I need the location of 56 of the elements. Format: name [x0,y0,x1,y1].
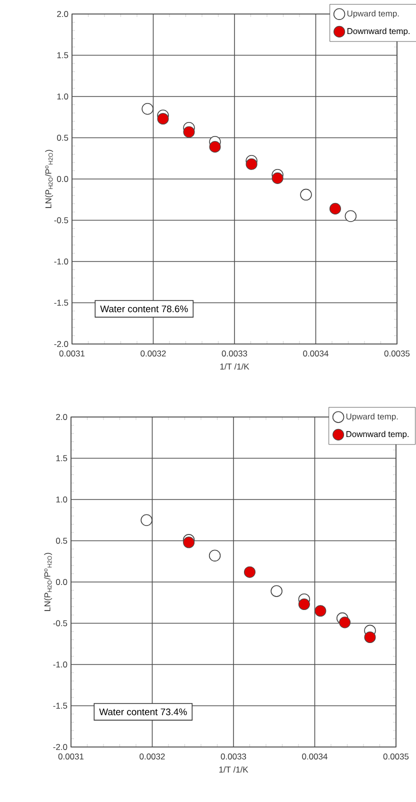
point [244,566,256,578]
legend-label: Downward temp. [347,28,410,36]
y-tick-label: 1.5 [57,52,68,58]
y-tick-label: 1.5 [56,455,67,462]
legend-label: Downward temp. [346,430,408,439]
y-tick-label: -1.0 [54,258,68,264]
y-tick-label: 2.0 [56,11,68,17]
annotation: Water content 73.4% [98,708,187,716]
point [364,631,376,644]
y-tick-label: -2.0 [54,341,68,347]
x-tick-label: 0.0031 [58,754,84,760]
point [140,514,152,526]
point [344,210,356,222]
point [272,172,284,184]
y-tick-label: 0.5 [56,538,67,544]
point [300,188,312,201]
x-axis-title: 1/T /1/K [220,363,249,370]
point [270,585,282,597]
y-axis-title: LN(P$_{H2O}$/P$^{o}$$_{H2O}$) [44,552,52,611]
y-tick-label: 0.5 [56,134,68,141]
x-tick-label: 0.0034 [302,754,328,760]
x-tick-label: 0.0033 [222,350,247,356]
point [156,112,169,125]
x-axis-title: 1/T /1/K [219,766,248,773]
y-tick-label: -2.0 [53,744,67,750]
point [298,598,310,610]
point [246,158,258,170]
y-tick-label: 2.0 [56,414,67,420]
x-tick-label: 0.0031 [59,350,84,356]
x-tick-label: 0.0032 [139,754,165,760]
y-tick-label: -0.5 [54,217,68,224]
y-tick-label: -0.5 [53,620,67,626]
point [338,616,350,628]
point [182,126,195,138]
point [314,605,326,617]
y-tick-label: 0.0 [56,176,68,182]
y-tick-label: -1.5 [53,702,67,709]
y-tick-label: -1.0 [53,662,67,668]
point [182,536,194,548]
point [208,550,220,562]
x-tick-label: 0.0032 [140,350,166,356]
x-tick-label: 0.0034 [302,350,328,356]
y-tick-label: -1.5 [54,300,68,306]
x-tick-label: 0.0033 [220,754,246,760]
text: Upward temp. [347,10,398,18]
x-tick-label: 0.0035 [383,754,408,760]
y-tick-label: 1.0 [56,496,67,502]
point [329,202,341,214]
text: Upward temp. [346,413,398,422]
point [208,141,221,153]
annotation: Water content 78.6% [100,306,188,312]
point [141,102,154,115]
y-axis-title: LN(P$_{H2O}$/P$^{o}$$_{H2O}$) [44,150,53,208]
y-tick-label: 1.0 [57,94,68,100]
y-tick-label: 0.0 [56,579,67,585]
x-tick-label: 0.0035 [384,350,410,356]
